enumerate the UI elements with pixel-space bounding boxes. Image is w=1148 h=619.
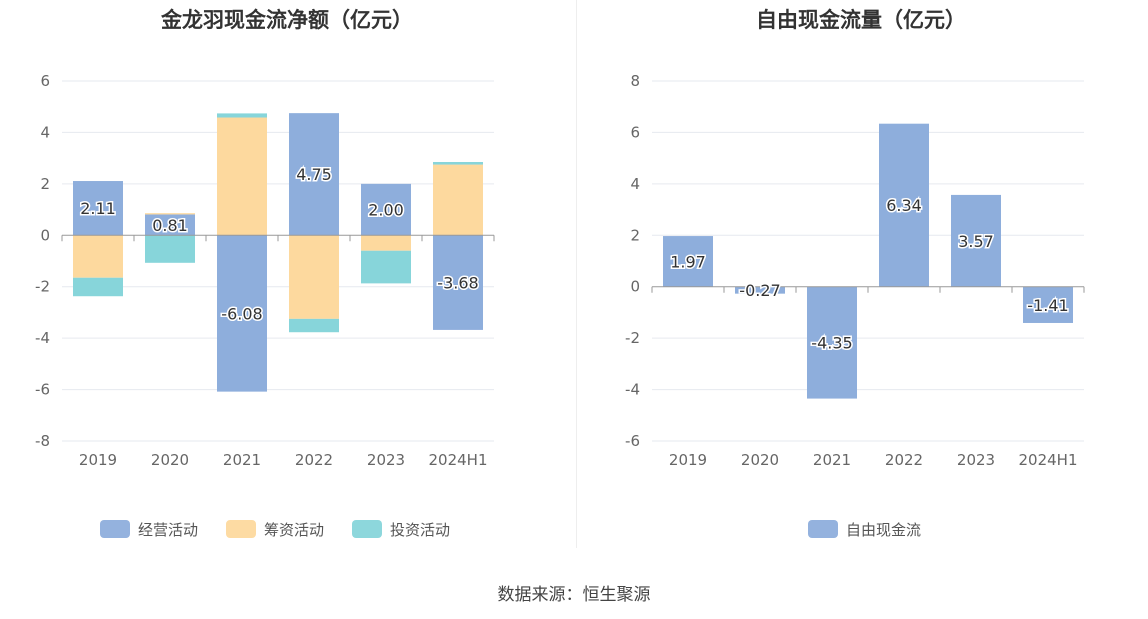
- legend-swatch: [352, 520, 382, 538]
- data-label: 2.11: [80, 199, 116, 218]
- bar-投资活动: [433, 162, 483, 165]
- bar-经营活动: [217, 235, 267, 392]
- bar-筹资活动: [145, 213, 195, 215]
- legend-label: 筹资活动: [264, 521, 324, 539]
- data-label: -6.08: [221, 304, 262, 323]
- bar-筹资活动: [289, 235, 339, 319]
- bar-投资活动: [73, 277, 123, 297]
- data-label: -3.68: [437, 274, 478, 293]
- bar-经营活动: [73, 181, 123, 236]
- bar-自由现金流: [807, 286, 857, 399]
- free-cashflow-plot: -6 -4 -2 0 2 4 6 8 2019 2020 2021 2022 2023 2024H1 1.9…: [625, 72, 1085, 539]
- y-tick-label: 0: [630, 278, 640, 296]
- data-label: 0.81: [152, 216, 188, 235]
- x-tick-label: 2023: [367, 451, 405, 469]
- data-label: 2.00: [368, 201, 404, 220]
- y-tick-label: -6: [35, 381, 50, 399]
- x-tick-label: 2022: [295, 451, 333, 469]
- legend-swatch: [100, 520, 130, 538]
- y-tick-label: 8: [630, 72, 640, 90]
- y-tick-label: -2: [625, 329, 640, 347]
- bar-经营活动: [289, 113, 339, 236]
- data-label: 1.97: [670, 252, 706, 271]
- bar-筹资活动: [433, 164, 483, 236]
- x-tick-label: 2019: [669, 451, 707, 469]
- legend-label: 投资活动: [390, 521, 450, 539]
- y-tick-label: -4: [35, 329, 50, 347]
- bar-投资活动: [217, 113, 267, 118]
- x-tick-label: 2020: [741, 451, 779, 469]
- x-tick-label: 2021: [223, 451, 261, 469]
- y-tick-label: 2: [40, 175, 50, 193]
- bar-投资活动: [289, 318, 339, 333]
- x-tick-label: 2024H1: [429, 451, 488, 469]
- y-tick-label: 0: [40, 226, 50, 244]
- bar-自由现金流: [663, 236, 713, 287]
- data-label: -0.27: [739, 281, 780, 300]
- bar-经营活动: [361, 183, 411, 236]
- y-tick-label: 4: [630, 175, 640, 193]
- bar-自由现金流: [879, 123, 929, 287]
- y-tick-label: 6: [40, 72, 50, 90]
- legend-label: 自由现金流: [846, 521, 921, 539]
- y-tick-label: 6: [630, 123, 640, 141]
- x-tick-label: 2022: [885, 451, 923, 469]
- legend-label: 经营活动: [138, 521, 198, 539]
- bar-自由现金流: [735, 286, 785, 294]
- x-tick-label: 2023: [957, 451, 995, 469]
- panel-divider: [576, 0, 577, 548]
- data-label: 3.57: [958, 232, 994, 251]
- data-label: -1.41: [1027, 296, 1068, 315]
- bar-筹资活动: [217, 117, 267, 236]
- bar-筹资活动: [361, 235, 411, 251]
- y-tick-label: 2: [630, 226, 640, 244]
- y-tick-label: 4: [40, 123, 50, 141]
- data-label: 6.34: [886, 196, 922, 215]
- x-tick-label: 2020: [151, 451, 189, 469]
- data-label: -4.35: [811, 334, 852, 353]
- y-tick-label: -2: [35, 278, 50, 296]
- bar-经营活动: [433, 235, 483, 330]
- legend-swatch: [226, 520, 256, 538]
- data-source: 数据来源：恒生聚源: [497, 585, 651, 605]
- y-tick-label: -8: [35, 432, 50, 450]
- chart-title: 自由现金流量（亿元）: [756, 8, 966, 32]
- x-tick-label: 2019: [79, 451, 117, 469]
- free-cashflow-chart: 自由现金流量（亿元） -6 -4 -2 0 2 4 6 8 2019 2020 2021 2022 20…: [574, 0, 1148, 550]
- cashflow-net-chart: 金龙羽现金流净额（亿元） -8 -6 -4 -2 0 2 4 6 2019 2020 2021 202…: [0, 0, 574, 550]
- legend-swatch: [808, 520, 838, 538]
- bar-投资活动: [361, 250, 411, 284]
- bar-筹资活动: [73, 235, 123, 278]
- chart-title: 金龙羽现金流净额（亿元）: [161, 8, 413, 32]
- bar-自由现金流: [951, 194, 1001, 287]
- y-tick-label: -6: [625, 432, 640, 450]
- cashflow-net-plot: -8 -6 -4 -2 0 2 4 6 2019 2020 2021 2022 2023 2024H1 2.…: [35, 72, 495, 539]
- x-tick-label: 2024H1: [1019, 451, 1078, 469]
- bar-投资活动: [145, 235, 195, 263]
- bar-自由现金流: [1023, 286, 1073, 323]
- y-tick-label: -4: [625, 381, 640, 399]
- x-tick-label: 2021: [813, 451, 851, 469]
- bar-经营活动: [145, 214, 195, 236]
- data-label: 4.75: [296, 165, 332, 184]
